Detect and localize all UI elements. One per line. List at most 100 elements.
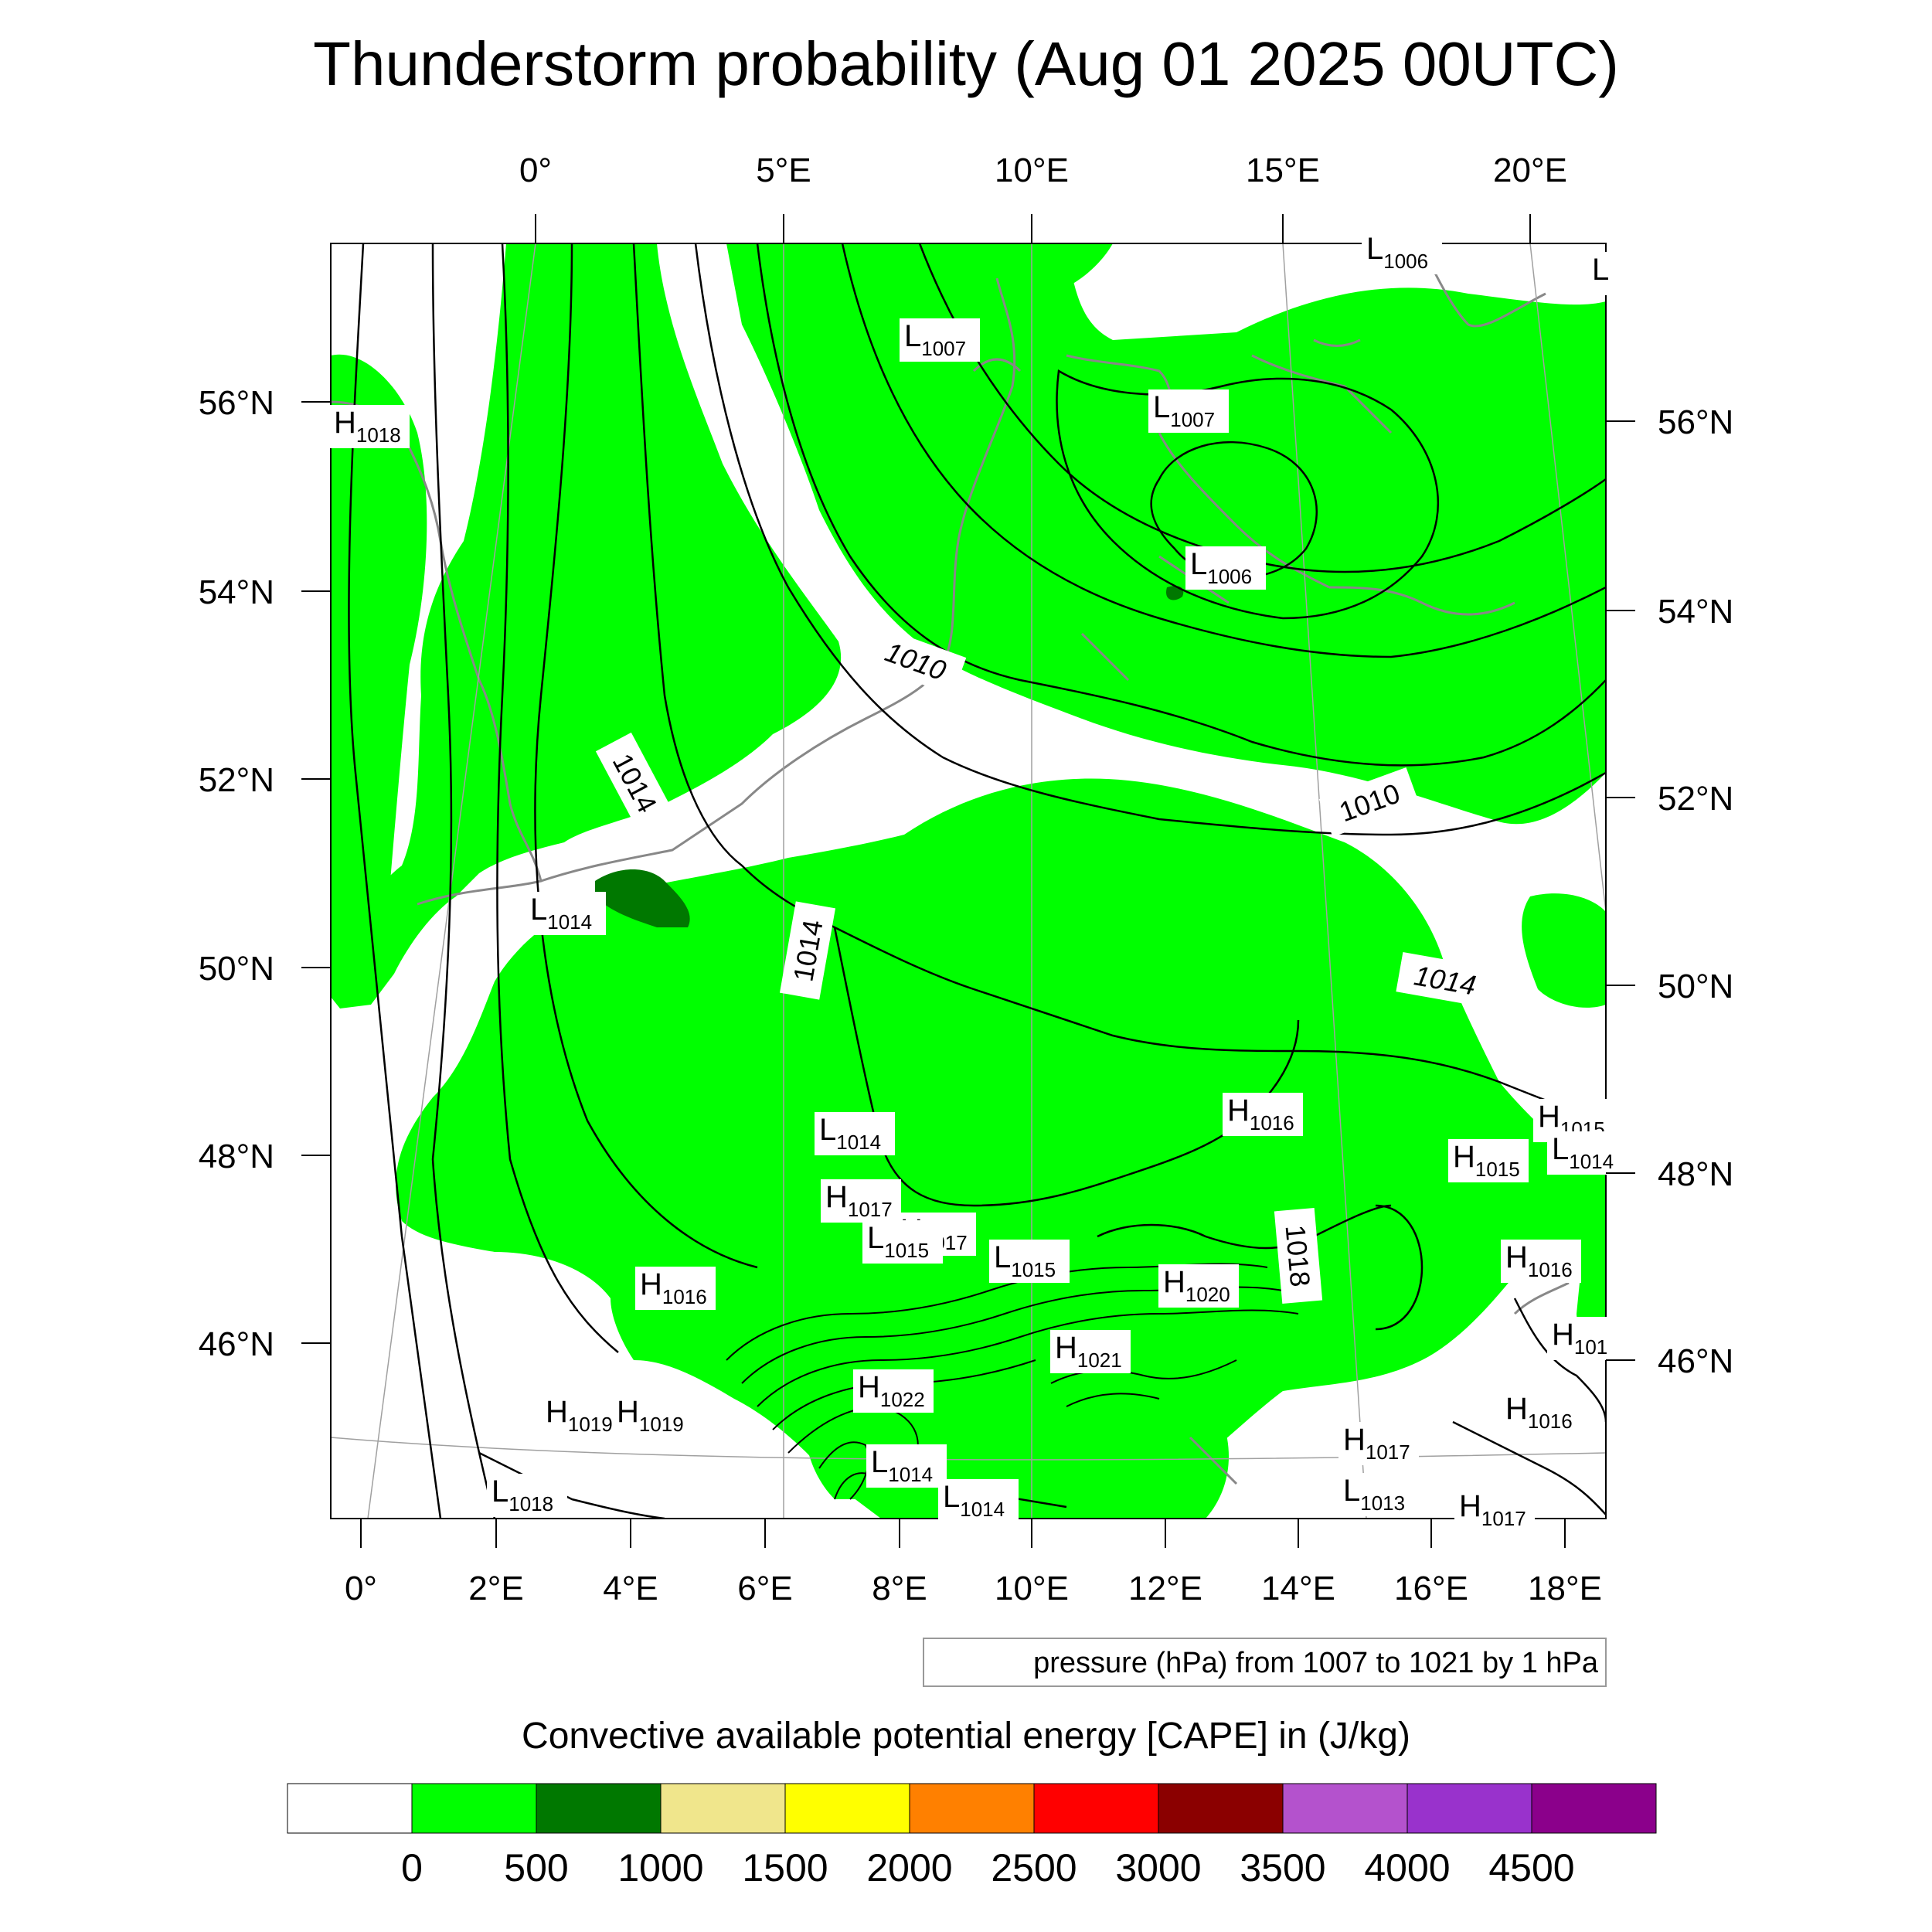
high-pressure-center: H1021 xyxy=(1050,1330,1131,1373)
high-pressure-center: H1016 xyxy=(635,1267,716,1310)
pressure-center-value: 1006 xyxy=(1383,250,1428,273)
bottom-lon-label: 10°E xyxy=(995,1570,1069,1607)
colorbar-box xyxy=(1158,1783,1284,1834)
pressure-center-value: 1014 xyxy=(888,1463,933,1486)
pressure-center-value: 1018 xyxy=(356,423,401,447)
contour-label: 1018 xyxy=(1280,1223,1317,1287)
high-pressure-center: H1015 xyxy=(1448,1139,1529,1182)
high-pressure-center: H1018 xyxy=(329,405,410,448)
cape-colorbar: Convective available potential energy [C… xyxy=(287,1716,1657,1889)
high-pressure-center: H1019 xyxy=(541,1394,621,1437)
pressure-center-box xyxy=(1338,1422,1419,1465)
pressure-center-box xyxy=(1501,1240,1581,1283)
colorbar-labels: 0 500 1000 1500 2000 2500 3000 3500 4000 4500 xyxy=(401,1846,1575,1889)
pressure-center-box xyxy=(1547,1131,1628,1175)
pressure-center-box xyxy=(938,1479,1019,1522)
pressure-center-letter: H1016 xyxy=(1505,1240,1573,1281)
pressure-center-value: 1017 xyxy=(1366,1440,1410,1464)
top-lon-label: 0° xyxy=(519,151,552,189)
high-pressure-center: H1016 xyxy=(1501,1240,1581,1283)
pressure-center-value: 1006 xyxy=(1207,565,1252,588)
pressure-center-box xyxy=(815,1112,895,1155)
low-pressure-center: L1014 xyxy=(866,1444,947,1488)
pressure-center-box xyxy=(612,1394,692,1437)
left-lat-label: 52°N xyxy=(199,761,274,799)
high-pressure-center: H1017 xyxy=(821,1179,901,1223)
bottom-lon-label: 8°E xyxy=(872,1570,927,1607)
top-longitude-axis xyxy=(535,214,1531,243)
low-pressure-center: L1007 xyxy=(1148,389,1229,433)
high-pressure-center: H101 xyxy=(1547,1317,1616,1360)
map-title: Thunderstorm probability (Aug 01 2025 00… xyxy=(313,29,1619,98)
high-pressure-center: H1022 xyxy=(853,1369,934,1413)
pressure-center-value: 1017 xyxy=(848,1198,893,1221)
pressure-center-box xyxy=(1501,1391,1581,1434)
pressure-info-text: pressure (hPa) from 1007 to 1021 by 1 hP… xyxy=(1033,1647,1599,1679)
pressure-center-box xyxy=(866,1444,947,1488)
top-lon-label: 20°E xyxy=(1493,151,1567,189)
pressure-center-box xyxy=(989,1240,1070,1283)
bottom-lon-label: 4°E xyxy=(603,1570,658,1607)
low-pressure-center: L1014 xyxy=(526,892,606,935)
pressure-center-value: 1019 xyxy=(568,1413,613,1436)
colorbar-box xyxy=(1033,1783,1159,1834)
low-pressure-center: L1014 xyxy=(815,1112,895,1155)
low-pressure-center: L1006 xyxy=(1185,546,1266,590)
colorbar-box xyxy=(784,1783,910,1834)
left-lat-label: 50°N xyxy=(199,950,274,988)
low-pressure-center: L1018 xyxy=(487,1474,567,1517)
pressure-center-box xyxy=(1158,1264,1239,1308)
colorbar-tick-label: 2000 xyxy=(866,1846,952,1889)
colorbar-tick-label: 500 xyxy=(504,1846,568,1889)
right-lat-label: 56°N xyxy=(1658,403,1733,441)
cape-500-1000-region xyxy=(595,586,1184,927)
pressure-center-box xyxy=(1338,1473,1419,1516)
right-lat-label: 48°N xyxy=(1658,1155,1733,1193)
colorbar-box xyxy=(909,1783,1035,1834)
pressure-center-box xyxy=(1185,546,1266,590)
left-latitude-axis xyxy=(301,401,331,1344)
pressure-center-value: 1017 xyxy=(1481,1507,1526,1530)
pressure-center-box xyxy=(1148,389,1229,433)
pressure-center-box xyxy=(1454,1488,1535,1532)
right-lat-label: 52°N xyxy=(1658,780,1733,818)
colorbar-title: Convective available potential energy [C… xyxy=(522,1716,1410,1757)
bottom-lon-label: 2°E xyxy=(468,1570,523,1607)
high-pressure-center: H1017 xyxy=(1338,1422,1419,1465)
low-pressure-center: L xyxy=(1587,252,1621,295)
top-lon-label: 5°E xyxy=(756,151,811,189)
pressure-center-box xyxy=(635,1267,716,1310)
colorbar-tick-label: 3000 xyxy=(1115,1846,1201,1889)
colorbar-tick-label: 0 xyxy=(401,1846,423,1889)
pressure-center-value: 1016 xyxy=(1528,1258,1573,1281)
high-pressure-center: H1019 xyxy=(612,1394,692,1437)
pressure-center-value: 1015 xyxy=(884,1239,929,1262)
right-lat-label: 50°N xyxy=(1658,968,1733,1005)
low-pressure-center: L1015 xyxy=(862,1220,943,1264)
colorbar-box xyxy=(660,1783,786,1834)
pressure-center-value: 1014 xyxy=(547,910,592,934)
low-pressure-center: L1007 xyxy=(900,318,980,362)
pressure-center-box xyxy=(1050,1330,1131,1373)
pressure-center-value: 1014 xyxy=(836,1131,881,1154)
pressure-center-box xyxy=(541,1394,621,1437)
pressure-center-value: 1016 xyxy=(662,1285,707,1308)
colorbar-tick-label: 2500 xyxy=(991,1846,1077,1889)
colorbar-box xyxy=(411,1783,537,1834)
left-lat-label: 56°N xyxy=(199,384,274,422)
pressure-center-box xyxy=(487,1474,567,1517)
colorbar-box xyxy=(1531,1783,1657,1834)
pressure-center-value: 1016 xyxy=(1250,1111,1294,1134)
low-pressure-center: L1014 xyxy=(938,1479,1019,1522)
pressure-center-value: 101 xyxy=(1574,1335,1607,1359)
left-lat-label: 48°N xyxy=(199,1138,274,1175)
pressure-center-value: 1013 xyxy=(1360,1492,1405,1515)
bottom-lon-label: 12°E xyxy=(1128,1570,1202,1607)
pressure-center-value: 1007 xyxy=(1170,408,1215,431)
colorbar-tick-label: 1000 xyxy=(617,1846,703,1889)
pressure-center-box xyxy=(1547,1317,1616,1360)
pressure-center-letter: L xyxy=(1592,253,1609,287)
high-pressure-center: H1016 xyxy=(1223,1093,1303,1136)
right-lat-label: 46°N xyxy=(1658,1342,1733,1380)
